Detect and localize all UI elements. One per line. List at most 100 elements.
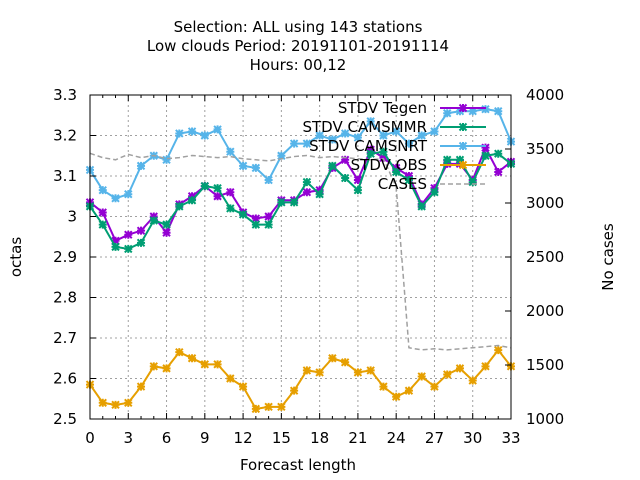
data-point [98, 220, 107, 229]
y-tick-label: 3.2 [53, 127, 77, 145]
data-point [328, 135, 337, 144]
data-point [315, 185, 324, 195]
data-point [340, 129, 350, 138]
data-point [251, 214, 261, 223]
y2-tick-label: 3500 [526, 140, 564, 158]
data-point [98, 185, 107, 195]
data-point [417, 131, 426, 140]
title-line-2: Low clouds Period: 20191101-20191114 [147, 37, 449, 55]
data-point [98, 208, 107, 217]
data-point [353, 175, 363, 185]
x-tick-label: 15 [272, 429, 291, 447]
data-point [111, 400, 120, 410]
data-point [149, 216, 158, 225]
data-point [430, 183, 439, 193]
legend-marker [458, 122, 468, 132]
data-point [213, 183, 222, 193]
legend-item-stdv-camsmmr: STDV CAMSMMR [302, 118, 486, 136]
data-point [251, 220, 261, 229]
y-tick-label: 2.7 [53, 329, 77, 347]
data-point [162, 220, 171, 229]
data-point [340, 173, 350, 183]
data-point [213, 192, 222, 201]
data-point [366, 149, 375, 158]
data-point [124, 244, 133, 254]
data-point [494, 167, 503, 177]
data-point [404, 139, 414, 148]
x-tick-label: 24 [387, 429, 406, 447]
data-point [226, 374, 235, 383]
data-series [85, 104, 516, 414]
x-tick-label: 0 [85, 429, 95, 447]
title-line-3: Hours: 00,12 [250, 56, 347, 74]
data-point [353, 185, 363, 195]
data-point [162, 228, 171, 237]
data-point [162, 155, 171, 165]
y2-axis-label: No cases [599, 223, 617, 291]
series-line-cases [89, 152, 512, 351]
data-point [162, 364, 171, 373]
data-point [455, 155, 465, 165]
y2-tick-label: 3000 [526, 194, 564, 212]
data-point [136, 226, 146, 235]
data-point [277, 151, 286, 160]
data-point [391, 163, 401, 173]
data-point [149, 212, 158, 221]
data-point [379, 147, 388, 156]
data-point [468, 177, 477, 187]
data-point [187, 127, 197, 136]
data-point [200, 131, 210, 140]
data-point [430, 127, 439, 136]
data-point [481, 151, 490, 160]
data-point [366, 145, 375, 154]
legend-marker [458, 141, 468, 151]
data-point [238, 382, 248, 391]
data-point [404, 175, 414, 185]
data-point [98, 398, 107, 408]
data-point [302, 366, 312, 375]
data-point [187, 196, 197, 205]
data-point [443, 155, 452, 165]
data-point [340, 358, 350, 367]
data-point [264, 220, 273, 229]
legend-item-cases: CASES [378, 175, 486, 193]
data-point [136, 238, 146, 248]
data-point [366, 366, 375, 375]
x-tick-label: 21 [348, 429, 367, 447]
data-point [289, 198, 299, 207]
data-point [468, 106, 477, 116]
data-point [443, 159, 452, 169]
data-point [111, 194, 120, 203]
legend-label: CASES [378, 175, 427, 193]
y-tick-label: 3 [67, 208, 77, 226]
data-point [391, 167, 401, 177]
y-tick-label: 2.9 [53, 248, 77, 266]
x-tick-label: 3 [123, 429, 133, 447]
legend-label: STDV Tegen [338, 99, 427, 117]
x-tick-label: 9 [200, 429, 210, 447]
data-point [417, 202, 426, 211]
data-point [200, 181, 210, 191]
y-tick-label: 3.3 [53, 86, 77, 104]
data-point [315, 368, 324, 377]
y-axis-label: octas [7, 237, 25, 277]
data-point [481, 143, 490, 152]
legend-item-stdv-obs: STDV OBS [351, 156, 486, 174]
data-point [353, 368, 363, 377]
data-point [302, 177, 312, 187]
data-point [136, 382, 146, 391]
data-point [264, 212, 273, 221]
data-point [481, 362, 490, 371]
data-point [124, 398, 133, 408]
data-point [379, 131, 388, 140]
data-point [353, 133, 363, 142]
data-point [417, 372, 426, 381]
y-tick-label: 2.8 [53, 289, 77, 307]
data-point [175, 202, 184, 211]
y2-tick-label: 2000 [526, 302, 564, 320]
data-point [328, 161, 337, 171]
data-point [124, 230, 133, 239]
x-tick-label: 6 [162, 429, 172, 447]
